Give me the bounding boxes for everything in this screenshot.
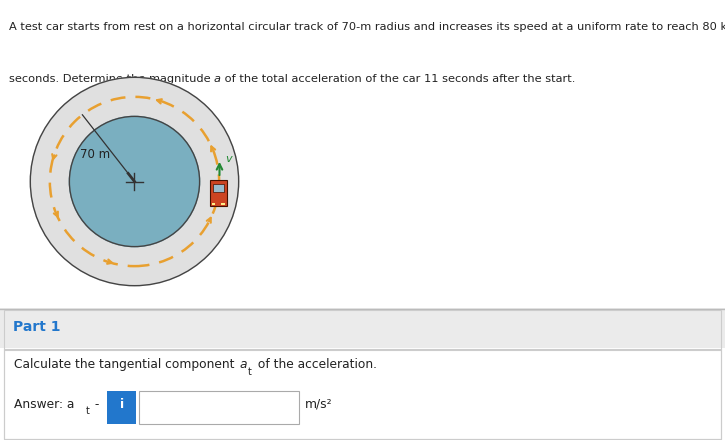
Bar [210, 180, 227, 206]
Bar [4, 350, 721, 439]
Bar [0, 308, 725, 348]
Circle shape [30, 77, 239, 286]
Text: of the acceleration.: of the acceleration. [254, 358, 377, 371]
Text: Answer: a: Answer: a [14, 398, 75, 411]
Text: a: a [214, 74, 221, 84]
Bar [139, 391, 299, 424]
Text: -: - [91, 398, 99, 411]
Text: Part 1: Part 1 [13, 320, 61, 334]
Text: 70 m: 70 m [80, 148, 110, 161]
Text: a: a [239, 358, 246, 371]
Text: m/s²: m/s² [304, 398, 332, 411]
Circle shape [70, 117, 199, 246]
Text: of the total acceleration of the car 11 seconds after the start.: of the total acceleration of the car 11 … [221, 74, 576, 84]
Text: Calculate the tangential component: Calculate the tangential component [14, 358, 239, 371]
Text: i: i [120, 398, 124, 411]
Bar [212, 203, 215, 205]
Text: t: t [86, 406, 89, 416]
Bar [221, 203, 225, 205]
Text: A test car starts from rest on a horizontal circular track of 70-m radius and in: A test car starts from rest on a horizon… [9, 22, 725, 32]
Text: v: v [225, 154, 232, 164]
Bar [107, 391, 136, 424]
Text: seconds. Determine the magnitude: seconds. Determine the magnitude [9, 74, 214, 84]
Bar [213, 184, 223, 192]
Text: t: t [248, 367, 252, 378]
